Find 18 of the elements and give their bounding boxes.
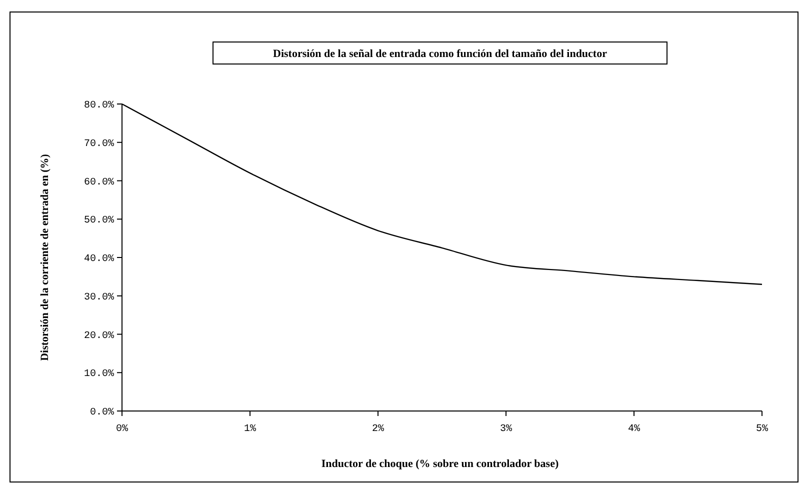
x-tick-label: 4% [628, 424, 640, 435]
y-tick-label: 10.0% [84, 369, 114, 380]
y-tick-label: 70.0% [84, 138, 114, 150]
y-axis-title: Distorsión de la corriente de entrada en (%) [39, 154, 51, 361]
x-tick-label: 3% [500, 424, 512, 435]
y-tick-label: 0.0% [90, 408, 114, 418]
x-tick-label: 5% [756, 424, 768, 435]
y-tick-label: 20.0% [84, 330, 114, 342]
x-tick-label: 1% [244, 424, 256, 435]
chart-title: Distorsión de la señal de entrada como función del tamaño del inductor [273, 48, 608, 60]
x-tick-label: 2% [372, 424, 384, 435]
y-tick-label: 80.0% [84, 100, 114, 112]
x-tick-label: 0% [116, 424, 128, 435]
y-tick-label: 30.0% [84, 292, 114, 304]
y-tick-label: 60.0% [84, 177, 114, 188]
y-tick-label: 50.0% [84, 216, 114, 227]
y-tick-label: 40.0% [84, 254, 114, 265]
x-axis-title: Inductor de choque (% sobre un controlador base) [321, 458, 559, 470]
